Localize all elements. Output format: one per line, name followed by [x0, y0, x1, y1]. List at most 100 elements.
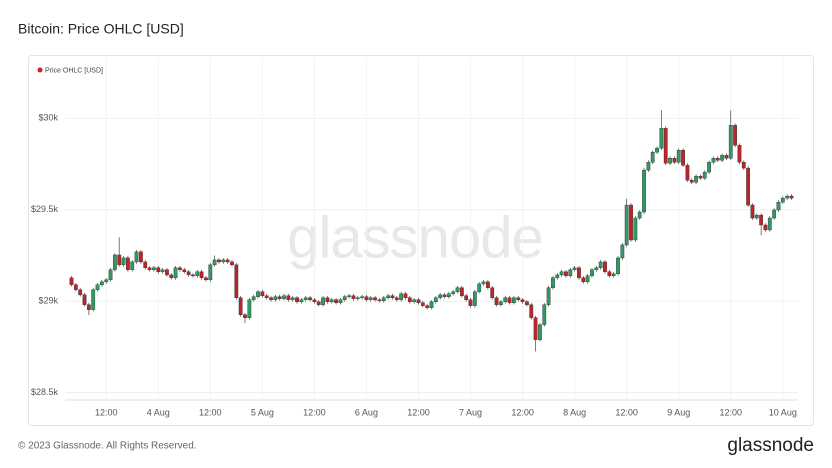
candle-body [290, 297, 295, 300]
candle-body [555, 274, 560, 279]
chart-frame [28, 55, 814, 426]
candle-body [594, 267, 599, 270]
candle-body [134, 251, 139, 263]
candle-body [86, 304, 91, 310]
candle-body [125, 257, 130, 270]
candle-body [741, 162, 746, 169]
candle-body [186, 271, 191, 276]
candle-body [603, 261, 607, 272]
candle-body [442, 294, 447, 297]
y-tick-label: $30k [38, 113, 58, 123]
candle-body [581, 277, 586, 283]
candle-body [386, 295, 391, 298]
candle-body [763, 224, 768, 231]
candle-body [329, 299, 334, 302]
candle-body [672, 158, 677, 163]
candle-body [325, 297, 330, 302]
candle-body [533, 317, 538, 340]
candle-body [785, 195, 790, 199]
candle-body [238, 297, 243, 315]
candle-body [715, 158, 720, 161]
candle-body [394, 297, 399, 300]
candle-body [590, 269, 594, 277]
x-tick-label: 12:00 [511, 407, 534, 417]
candle-body [225, 259, 230, 263]
candle-body [620, 244, 625, 259]
candle-body [230, 261, 234, 266]
candle-body [646, 162, 651, 171]
candle-body [191, 274, 195, 277]
candle-body [694, 175, 698, 183]
candle-body [82, 294, 87, 305]
candle-body [572, 267, 577, 270]
candle-body [234, 264, 239, 298]
candle-body [512, 297, 516, 303]
candle-body [446, 293, 451, 297]
candle-body [312, 299, 317, 302]
candle-body [607, 271, 612, 277]
candle-body [247, 299, 252, 318]
x-tick-label: 12:00 [615, 407, 638, 417]
candle-body [629, 204, 633, 241]
y-tick-label: $29k [38, 296, 58, 306]
candle-body [360, 296, 364, 298]
candle-body [373, 297, 378, 300]
candle-body [438, 294, 443, 298]
candle-body [707, 162, 711, 173]
candle-body [108, 269, 113, 281]
candle-body [538, 324, 542, 340]
candle-body [416, 299, 421, 303]
candle-body [459, 287, 464, 296]
candle-body [676, 149, 681, 163]
candle-body [733, 125, 738, 146]
grid: $28.5k $29k $29.5k $30k 12:00 4 Aug 12:00 5 Aug… [31, 58, 798, 417]
candle-body [516, 297, 521, 300]
candle-body [121, 257, 126, 266]
candle-body [546, 287, 551, 305]
candle-body [143, 261, 148, 268]
candle-body [481, 281, 486, 285]
candle-body [321, 297, 325, 305]
candle-body [104, 279, 109, 283]
candle-body [95, 284, 100, 290]
candle-body [685, 164, 690, 181]
candle-body [624, 204, 629, 246]
candle-body [564, 271, 568, 277]
candle-body [316, 301, 321, 305]
candle-body [169, 274, 174, 279]
candle-body [642, 169, 646, 213]
candle-body [377, 299, 382, 301]
candle-body [724, 155, 729, 159]
candle-body [468, 299, 473, 306]
watermark: glassnode [287, 205, 542, 270]
candle-body [451, 291, 456, 294]
candle-body [355, 297, 360, 299]
candle-body [720, 155, 724, 161]
candle-body [429, 301, 434, 308]
candles [69, 110, 794, 352]
candle-body [303, 297, 308, 300]
x-tick-label: 12:00 [720, 407, 743, 417]
candle-body [342, 296, 347, 300]
candle-body [139, 251, 143, 263]
candle-body [759, 214, 764, 226]
candle-body [520, 299, 525, 302]
candle-body [286, 295, 291, 300]
candle-body [633, 217, 638, 241]
candle-body [381, 297, 386, 301]
candle-body [277, 296, 282, 299]
candle-body [728, 125, 733, 159]
candle-body [551, 277, 555, 288]
candle-body [780, 197, 785, 203]
candle-body [195, 271, 200, 277]
candle-body [204, 277, 208, 281]
candle-body [243, 314, 247, 318]
candle-body [525, 301, 529, 305]
candle-body [681, 149, 685, 166]
candle-body [334, 299, 338, 303]
x-tick-label: 12:00 [199, 407, 222, 417]
x-tick-label: 5 Aug [251, 407, 274, 417]
candle-body [767, 217, 772, 231]
candle-body [112, 254, 117, 270]
